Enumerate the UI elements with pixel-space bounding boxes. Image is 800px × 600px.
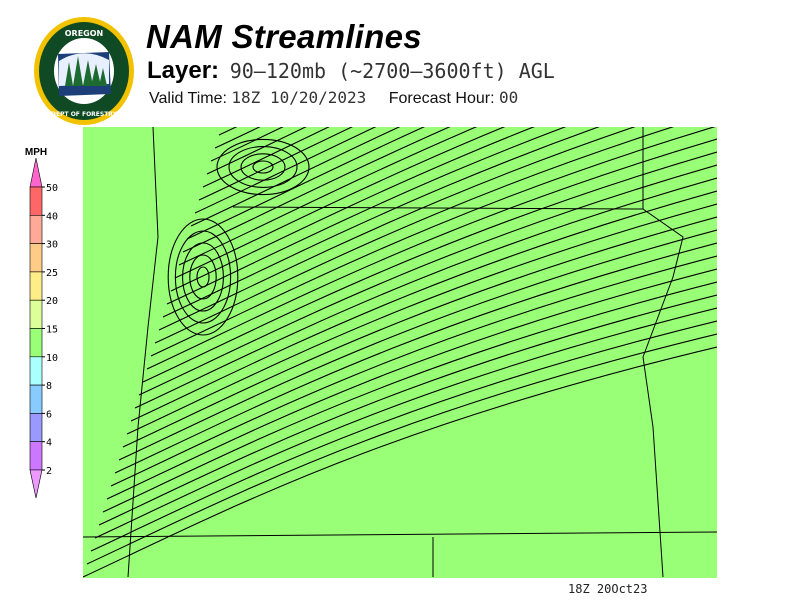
streamline: [154, 127, 675, 344]
legend-label: 30: [46, 240, 58, 251]
legend-label: 4: [46, 438, 52, 449]
streamline: [138, 164, 717, 396]
legend-label: 15: [46, 325, 58, 336]
streamline: [142, 151, 717, 383]
layer-value: 90–120mb (~2700–3600ft) AGL: [229, 59, 555, 83]
streamline: [122, 216, 717, 448]
streamline: [98, 294, 717, 526]
legend-label: 6: [46, 409, 52, 420]
svg-text:DEPT OF FORESTRY: DEPT OF FORESTRY: [51, 111, 118, 118]
wind-speed-region: [93, 327, 153, 447]
svg-text:OREGON: OREGON: [65, 29, 104, 38]
streamline-map: [83, 127, 717, 578]
legend-label: 10: [46, 353, 58, 364]
legend-label: 20: [46, 296, 58, 307]
streamline: [206, 127, 307, 175]
streamline: [130, 190, 717, 422]
valid-time-value: 18Z 10/20/2023: [231, 88, 367, 107]
layer-line: Layer: 90–120mb (~2700–3600ft) AGL: [147, 57, 555, 85]
forecast-hour-value: 00: [498, 88, 519, 107]
streamline-eddy: [174, 230, 232, 324]
state-border: [83, 531, 717, 538]
valid-time-label: Valid Time:: [149, 90, 227, 107]
streamline: [106, 268, 717, 500]
page-title: NAM Streamlines: [146, 18, 422, 55]
streamline: [170, 127, 535, 292]
legend-label: 2: [46, 466, 52, 477]
streamline: [174, 127, 506, 279]
legend-unit: MPH: [25, 147, 47, 158]
legend-swatch: [29, 243, 43, 273]
legend-swatch: [29, 271, 43, 301]
wind-speed-region: [263, 397, 323, 437]
streamline-eddy: [196, 266, 210, 288]
streamline: [210, 127, 284, 162]
streamline: [146, 138, 717, 370]
forecast-hour-label: Forecast Hour:: [388, 90, 495, 107]
streamline-eddy: [182, 242, 224, 312]
wind-speed-legend: MPH 50 40 30 25 20 15 10 8 6 4 2: [25, 147, 58, 499]
legend-swatch: [29, 384, 43, 414]
layer-label: Layer:: [147, 57, 220, 84]
streamline: [126, 203, 717, 435]
coastline: [127, 127, 159, 578]
streamline: [190, 127, 401, 227]
streamline: [114, 242, 717, 474]
streamline: [178, 127, 478, 266]
streamline: [86, 333, 717, 565]
streamline: [90, 320, 717, 552]
streamline: [110, 255, 717, 487]
legend-swatch: [29, 356, 43, 386]
legend-label: 40: [46, 211, 58, 222]
legend-swatch: [29, 215, 43, 244]
oregon-department-of-forestry-logo: OREGON DEPT OF FORESTRY: [34, 17, 134, 125]
legend-arrow-top: [29, 157, 43, 188]
legend-swatch: [29, 299, 43, 329]
wind-speed-region: [123, 517, 283, 577]
legend-swatch: [29, 441, 43, 471]
legend-arrow-bottom: [29, 469, 43, 499]
streamline: [158, 127, 636, 331]
streamline: [162, 127, 600, 318]
streamline-eddy: [252, 160, 274, 174]
streamline: [94, 307, 717, 539]
legend-label: 50: [46, 183, 58, 194]
streamline-eddy: [240, 153, 286, 181]
legend-swatch: [29, 186, 43, 216]
legend-label: 25: [46, 268, 58, 279]
streamline-eddy: [216, 138, 310, 196]
wind-speed-region: [373, 167, 453, 207]
map-timestamp: 18Z 20Oct23: [568, 582, 648, 596]
legend-label: 8: [46, 381, 52, 392]
streamline: [102, 281, 717, 513]
streamline: [118, 229, 717, 461]
streamline: [134, 177, 717, 409]
state-border: [642, 127, 684, 578]
streamline: [194, 127, 377, 214]
streamline: [186, 127, 426, 240]
wind-speed-region: [523, 457, 683, 537]
legend-swatch: [29, 413, 43, 442]
legend-swatch: [29, 328, 43, 358]
streamline-eddy: [228, 146, 298, 188]
streamline: [202, 127, 330, 188]
wind-speed-region: [243, 197, 323, 297]
streamline-eddy: [189, 254, 217, 300]
valid-time-line: Valid Time: 18Z 10/20/2023 Forecast Hour…: [149, 88, 518, 108]
wind-speed-region: [103, 132, 243, 212]
streamline: [150, 127, 716, 357]
streamline: [182, 127, 451, 253]
streamline: [198, 127, 353, 201]
wind-speed-region: [633, 132, 713, 162]
wind-speed-region: [483, 207, 603, 287]
streamline-eddy: [167, 218, 239, 336]
streamline: [83, 346, 717, 578]
